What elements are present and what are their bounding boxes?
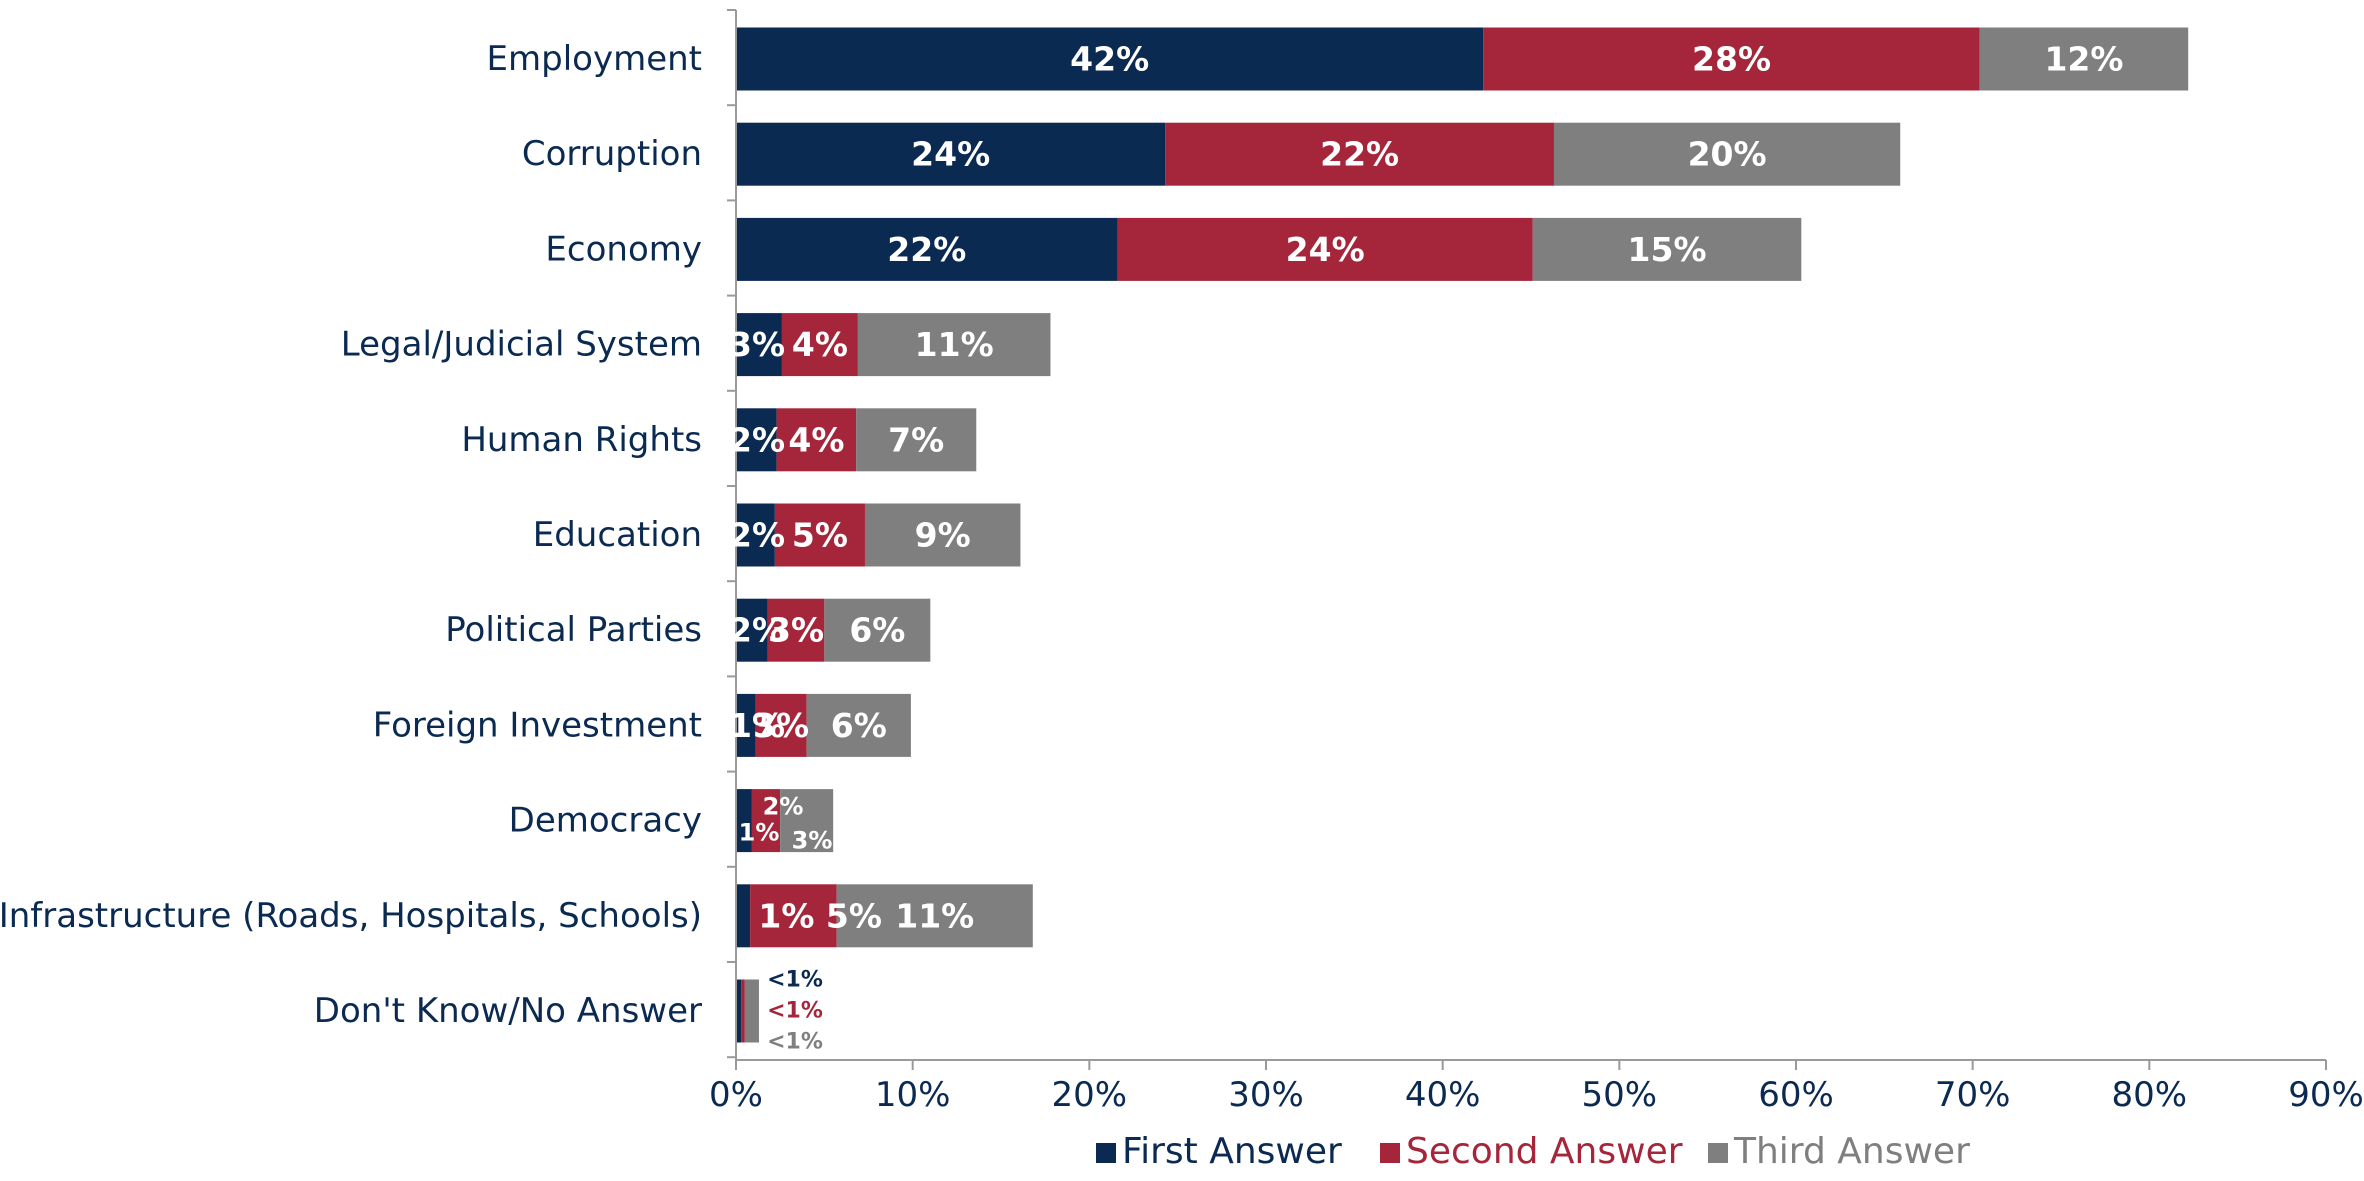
data-label: 2% [729, 516, 785, 555]
data-label: 1% [729, 706, 785, 745]
bar-segment [755, 693, 807, 757]
bar-segment [736, 693, 756, 757]
data-label: 3% [768, 611, 824, 650]
category-label: Employment [487, 39, 702, 79]
data-label: 42% [1070, 40, 1149, 79]
bar-segment [751, 789, 781, 853]
bar-segment [736, 979, 742, 1043]
data-label: 2% [729, 611, 785, 650]
category-label: Economy [545, 229, 702, 269]
category-label: Human Rights [461, 420, 702, 460]
bar-segment [1483, 27, 1980, 91]
data-label: 24% [1286, 230, 1365, 269]
bar-segment [780, 789, 834, 853]
data-label: 3% [792, 827, 833, 855]
category-label: Don't Know/No Answer [314, 991, 702, 1031]
bar-segment [736, 408, 777, 472]
bar-segment [736, 884, 751, 948]
legend-label: Third Answer [1733, 1131, 1970, 1172]
legend: First Answer Second Answer Third Answer [1096, 1131, 1970, 1172]
data-label: <1% [767, 1030, 823, 1055]
bar-segment [1979, 27, 2189, 91]
data-label: 11% [895, 896, 974, 935]
data-label: <1% [767, 999, 823, 1024]
legend-label: Second Answer [1406, 1131, 1683, 1172]
x-tick-label: 10% [875, 1075, 951, 1115]
category-label: Legal/Judicial System [341, 325, 702, 365]
data-label: 22% [1320, 135, 1399, 174]
bar-segment [806, 693, 911, 757]
bar-segment [857, 313, 1051, 377]
x-tick-label: 50% [1582, 1075, 1658, 1115]
data-label: 2% [763, 793, 804, 821]
bar-segment [1117, 217, 1533, 281]
bar-segment [1165, 122, 1554, 186]
legend-swatch [1380, 1143, 1400, 1163]
bar-segment [836, 884, 1033, 948]
bar-segment [736, 217, 1118, 281]
data-label: 2% [729, 420, 785, 459]
x-tick-label: 20% [1052, 1075, 1128, 1115]
data-label: 11% [915, 325, 994, 364]
bar-segment [736, 27, 1484, 91]
legend-label: First Answer [1122, 1131, 1342, 1172]
data-label: 24% [911, 135, 990, 174]
bars-layer [736, 27, 2189, 1043]
x-tick-label: 90% [2288, 1075, 2364, 1115]
bar-segment [750, 884, 837, 948]
bar-segment [774, 503, 865, 567]
bar-segment [736, 313, 782, 377]
data-label: 7% [888, 420, 944, 459]
bar-segment [767, 598, 825, 662]
x-tick-label: 80% [2112, 1075, 2188, 1115]
data-label: 12% [2044, 40, 2123, 79]
data-label: 6% [831, 706, 887, 745]
data-label: 6% [849, 611, 905, 650]
category-label: Corruption [522, 134, 702, 174]
bar-segment [744, 979, 759, 1043]
bar-segment [736, 789, 752, 853]
category-label: Political Parties [445, 610, 702, 650]
category-label: Education [533, 515, 702, 555]
category-label: Foreign Investment [373, 705, 702, 745]
data-label: 28% [1692, 40, 1771, 79]
data-label: 3% [753, 706, 809, 745]
x-tick-label: 70% [1935, 1075, 2011, 1115]
x-tick-label: 0% [709, 1075, 763, 1115]
data-label: <1% [767, 968, 823, 993]
data-label: 1% 5% [758, 896, 882, 935]
x-tick-label: 40% [1405, 1075, 1481, 1115]
category-label: Infrastructure (Roads, Hospitals, School… [0, 896, 702, 936]
data-label: 15% [1628, 230, 1707, 269]
x-tick-label: 30% [1228, 1075, 1304, 1115]
x-tick-label: 60% [1758, 1075, 1834, 1115]
bar-segment [1532, 217, 1802, 281]
bar-segment [824, 598, 931, 662]
bar-segment [781, 313, 858, 377]
legend-swatch [1708, 1143, 1728, 1163]
category-label: Democracy [509, 801, 702, 841]
data-label: 20% [1688, 135, 1767, 174]
axes-layer: 0% 10% 20% 30% 40% 50% 60% 70% 80% 90% [709, 9, 2364, 1115]
data-label: 5% [792, 516, 848, 555]
bar-segment [1553, 122, 1901, 186]
bar-segment [736, 503, 775, 567]
data-label: 3% [729, 325, 785, 364]
data-label: 22% [887, 230, 966, 269]
bar-segment [736, 598, 768, 662]
bar-segment [776, 408, 857, 472]
data-label: 4% [788, 420, 844, 459]
bar-segment [864, 503, 1021, 567]
data-label: 4% [792, 325, 848, 364]
labels-layer: Employment Corruption Economy Legal/Judicia… [0, 39, 2123, 1055]
bar-segment [741, 979, 745, 1043]
bar-segment [856, 408, 977, 472]
legend-swatch [1096, 1143, 1116, 1163]
data-label: 1% [739, 819, 780, 847]
data-label: 9% [915, 516, 971, 555]
bar-segment [736, 122, 1166, 186]
